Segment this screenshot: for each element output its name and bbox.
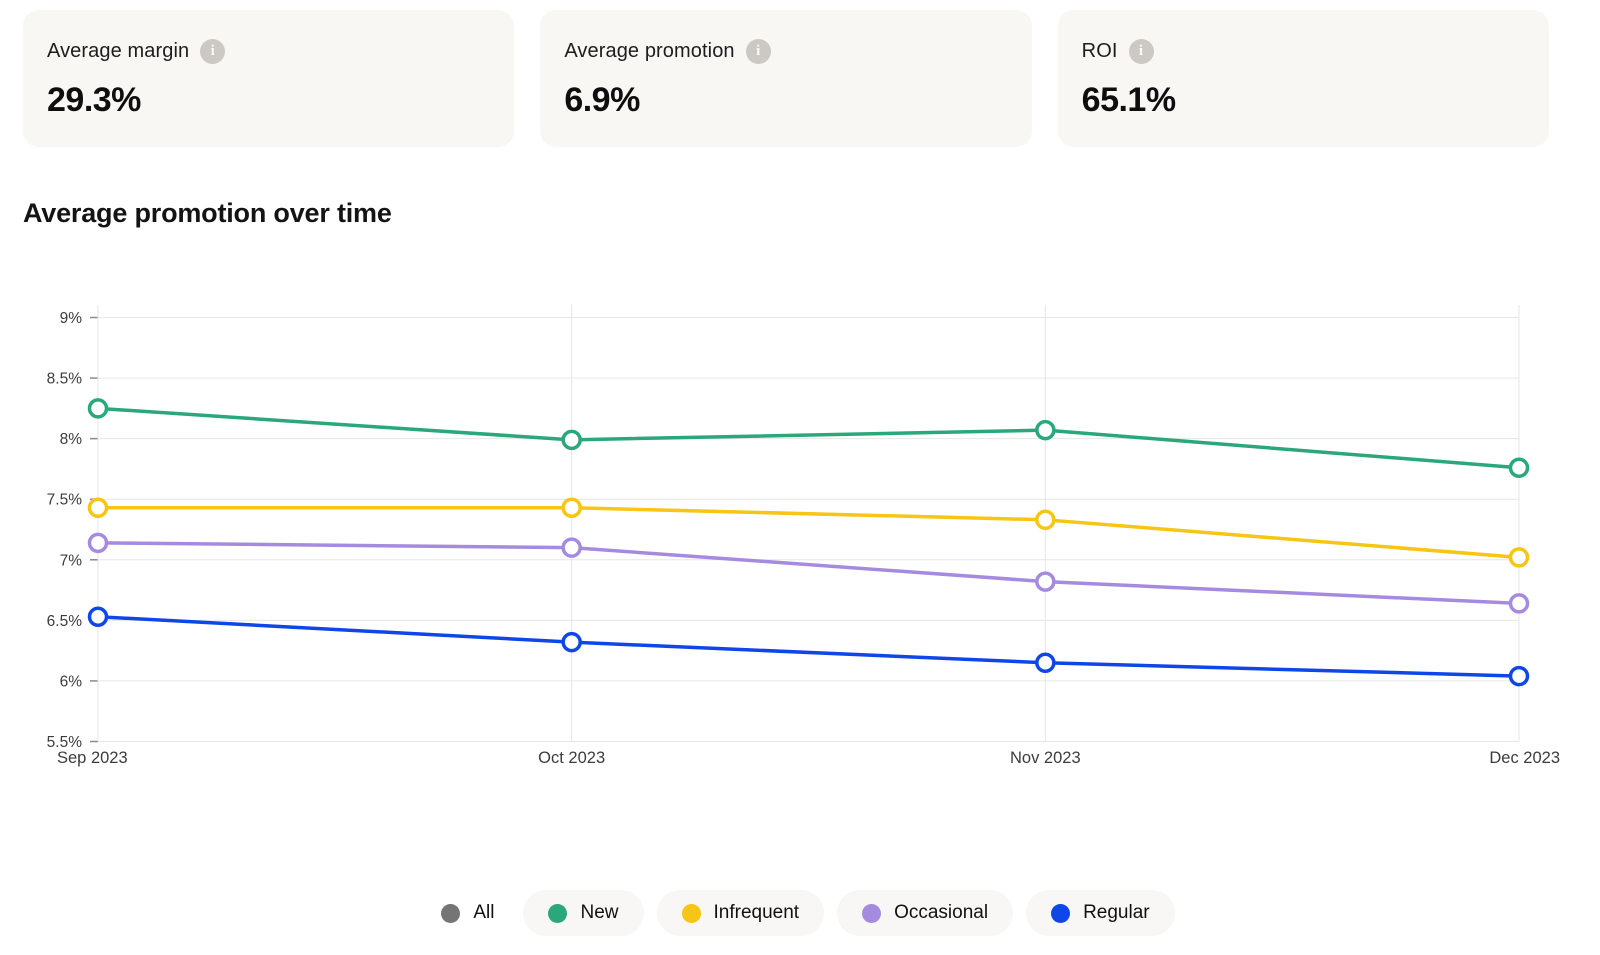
line-chart-svg: 9% 8.5% 8% 7.5% 7% 6.5% 6% 5.5%Sep 2023 Oct 2023… [47,305,1560,767]
promotion-line-chart: 9% 8.5% 8% 7.5% 7% 6.5% 6% 5.5% Sep 2023 Oct 2023… [0,260,1600,820]
x-axis-tick-label: Nov 2023 [1010,749,1081,767]
legend-item-label: All [473,902,495,923]
kpi-card-label: Average promotion [564,40,735,62]
data-point-regular-2[interactable] [1035,652,1056,674]
y-axis-tick-label: 8.5% [47,371,83,388]
data-point-occasional-1[interactable] [561,537,582,558]
legend-item-occasional[interactable]: Occasional [837,890,1014,936]
legend-dot-icon [1051,903,1071,923]
info-icon[interactable]: i [200,39,226,64]
kpi-card-value: 6.9% [564,81,640,119]
y-axis-tick-label: 5.5% [47,734,83,751]
data-point-regular-1[interactable] [561,631,582,653]
kpi-card-average-margin: Average margin i 29.3% [23,10,515,147]
data-point-infrequent-2[interactable] [1035,509,1056,531]
data-point-regular-3[interactable] [1508,665,1530,687]
series-line-regular [96,614,1521,678]
legend-item-infrequent[interactable]: Infrequent [656,890,825,936]
data-point-new-3[interactable] [1508,457,1530,478]
y-axis-tick-label: 8% [60,431,83,448]
data-point-occasional-0[interactable] [87,532,109,554]
legend-dot-icon [862,903,882,923]
y-axis-tick-label: 6.5% [47,613,83,630]
x-axis-tick-label: Sep 2023 [57,749,128,767]
data-point-occasional-3[interactable] [1508,593,1530,614]
chart-legend: All New Infrequent Occasional Regular [0,890,1600,936]
x-axis-tick-label: Dec 2023 [1489,749,1560,767]
legend-dot-icon [441,903,461,923]
y-axis-tick-label: 9% [60,310,83,327]
data-point-infrequent-3[interactable] [1508,547,1530,568]
x-axis-tick-label: Oct 2023 [538,749,605,767]
data-point-new-0[interactable] [87,398,109,419]
data-point-new-2[interactable] [1035,419,1056,441]
data-point-infrequent-1[interactable] [561,497,582,518]
legend-item-new[interactable]: New [523,890,644,936]
info-icon[interactable]: i [745,39,771,64]
kpi-card-header: ROI i [1082,39,1525,64]
legend-item-label: Infrequent [713,902,800,923]
kpi-card-header: Average margin i [47,39,490,64]
kpi-card-value: 29.3% [47,81,141,119]
data-point-occasional-2[interactable] [1035,571,1056,592]
data-point-regular-0[interactable] [87,606,109,627]
kpi-card-value: 65.1% [1081,81,1176,119]
legend-dot-icon [681,903,701,923]
legend-item-regular[interactable]: Regular [1026,890,1175,936]
kpi-card-roi: ROI i 65.1% [1057,10,1549,147]
kpi-cards-row: Average margin i 29.3% Average promotion… [23,10,1549,147]
chart-title: Average promotion over time [23,198,392,228]
legend-item-label: Occasional [894,902,989,923]
kpi-card-average-promotion: Average promotion i 6.9% [540,10,1032,147]
series-line-occasional [96,541,1521,606]
legend-item-label: Regular [1083,902,1150,923]
series-line-infrequent [96,505,1521,560]
kpi-card-label: ROI [1081,40,1118,62]
info-icon[interactable]: i [1128,39,1154,64]
y-axis-tick-label: 7% [60,552,83,569]
kpi-card-header: Average promotion i [564,39,1007,64]
y-axis-tick-label: 7.5% [47,492,83,509]
legend-dot-icon [548,903,568,923]
kpi-card-label: Average margin [47,40,190,62]
legend-item-label: New [580,902,619,923]
data-point-infrequent-0[interactable] [87,497,109,518]
legend-item-all[interactable]: All [425,890,510,936]
series-line-new [96,406,1521,470]
y-axis-tick-label: 6% [60,673,83,690]
data-point-new-1[interactable] [561,429,582,451]
